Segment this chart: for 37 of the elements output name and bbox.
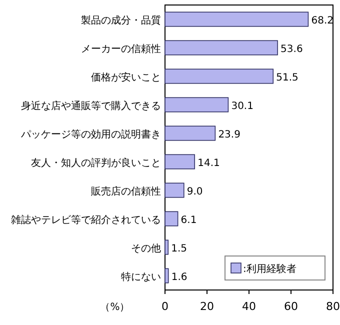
bar [164,154,196,170]
bar [164,126,216,141]
bar [164,68,274,84]
text: 6.1 [180,214,197,226]
bar [164,240,169,255]
text: 30.1 [231,100,254,112]
x-tick-label: 80 [326,300,340,313]
y-tick-label: 販売店の信頼性 [91,185,161,198]
bar [164,182,184,198]
text: 1.6 [171,272,188,283]
y-tick-label: メーカーの信頼性 [81,42,161,55]
x-tick-label: 40 [242,300,256,313]
x-tick-label: 20 [200,300,214,313]
bar [164,268,169,284]
bar [164,12,309,27]
text: 1.5 [171,243,188,254]
legend-label: :利用経験者 [243,263,296,275]
x-tick-label: 60 [284,300,298,313]
text: 51.5 [276,72,298,84]
y-tick-label: 雑誌やテレビ等で紹介されている [11,214,161,226]
y-tick-label: パッケージ等の効用の説明書き [20,128,161,140]
y-tick-label: 特にない [121,270,161,283]
text: 14.1 [198,158,220,169]
x-axis-title: （%） [100,302,130,313]
text: 53.6 [280,44,303,55]
text: 23.9 [218,129,240,140]
bar [164,211,178,226]
bar [164,97,229,112]
bar [164,40,278,56]
x-tick-label: 0 [162,300,168,313]
y-tick-label: 製品の成分・品質 [81,14,161,26]
y-tick-label: 身近な店や通販等で購入できる [21,100,161,112]
y-tick-label: その他 [131,242,161,254]
y-tick-label: 価格が安いこと [91,71,161,84]
text: 68.2 [311,15,334,26]
text: 9.0 [186,186,203,198]
y-tick-label: 友人・知人の評判が良いこと [31,156,161,169]
